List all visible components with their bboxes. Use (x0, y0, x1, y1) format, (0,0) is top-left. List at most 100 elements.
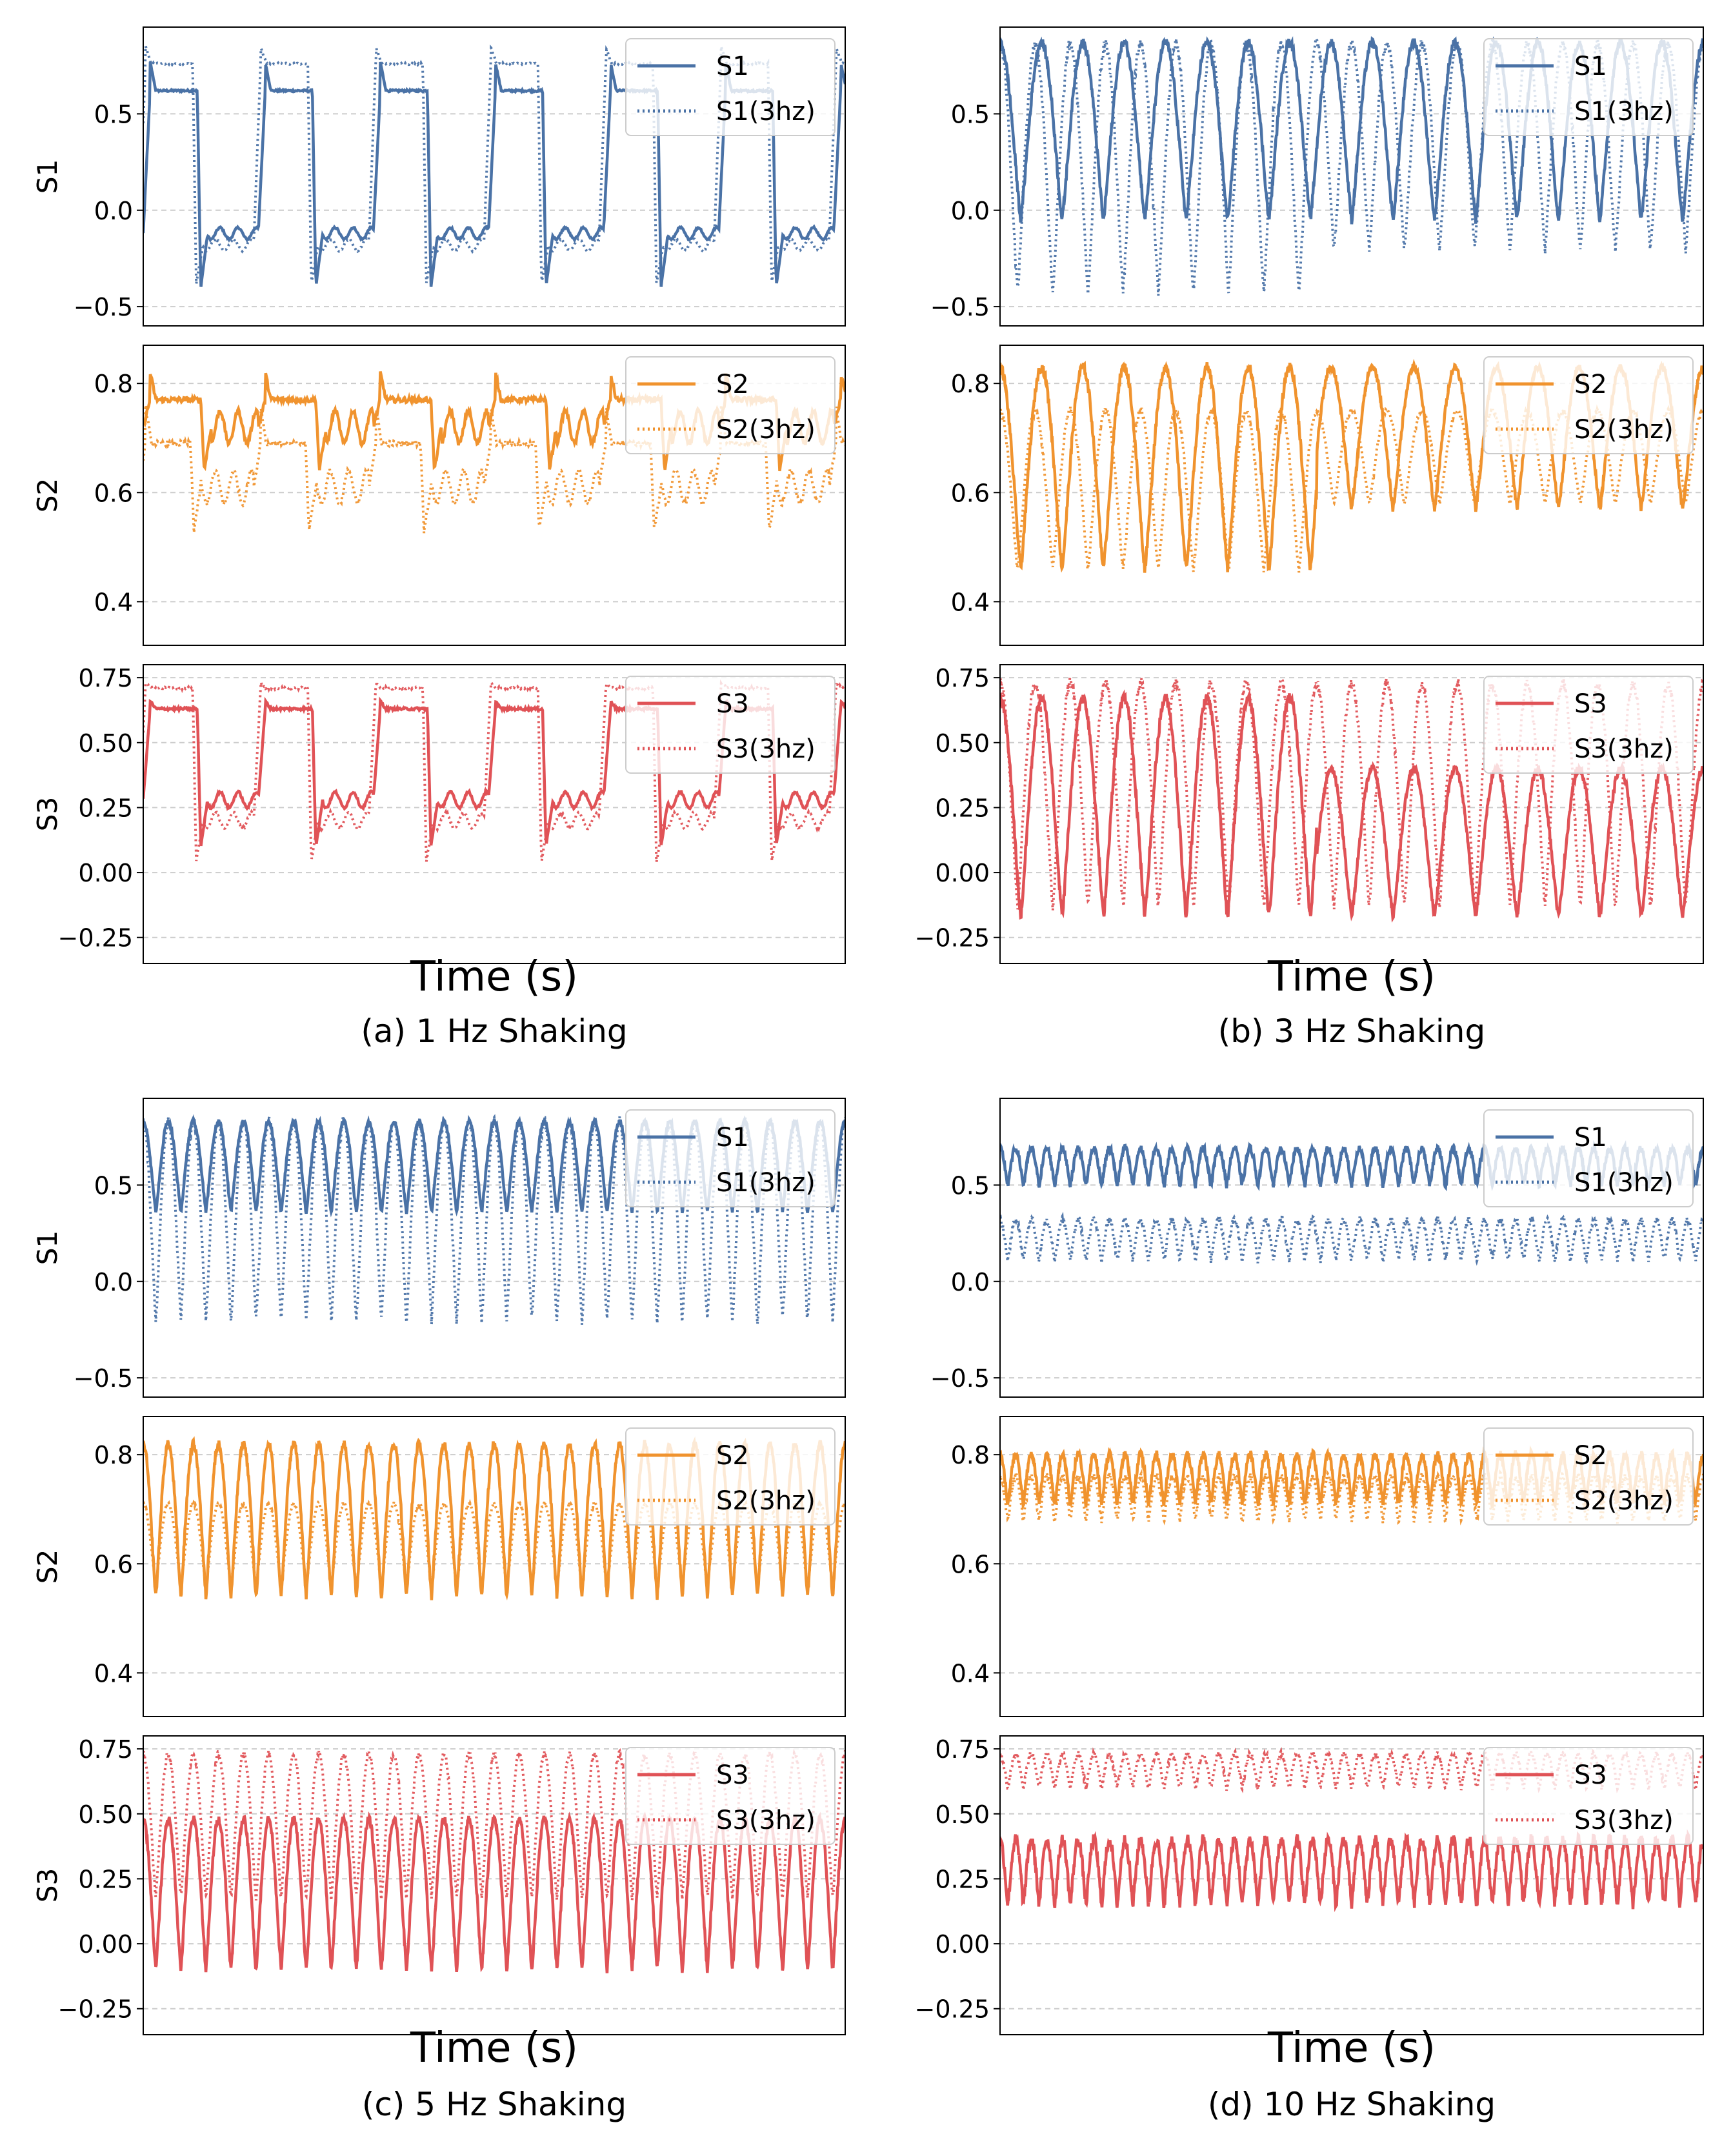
axes-frame (143, 1735, 846, 2035)
axes-frame (143, 345, 846, 646)
y-tick-label: 0.5 (94, 100, 133, 128)
legend-label: S2 (716, 370, 749, 399)
legend-label: S3 (1574, 689, 1607, 719)
y-tick-label: −0.5 (930, 1364, 990, 1393)
y-tick-label: −0.25 (58, 924, 133, 952)
legend: S1 S1(3hz) (1483, 1109, 1694, 1207)
legend-label: S1(3hz) (716, 1168, 816, 1198)
series-line-s3 (1000, 1829, 1703, 1912)
subplot-s1: −0.5 0.0 0.5 S1 S1 S1(3hz) (32, 26, 846, 327)
series-line-s23hz (143, 1498, 845, 1591)
subplot-s1: −0.5 0.0 0.5 S1 S1 S1(3hz) (32, 1098, 846, 1398)
legend: S3 S3(3hz) (1483, 676, 1694, 774)
y-tick-label: 0.0 (94, 197, 133, 225)
y-tick-label: 0.00 (935, 859, 990, 887)
y-axis-label: S1 (32, 1231, 63, 1265)
legend: S1 S1(3hz) (625, 38, 836, 136)
y-axis-label: S1 (32, 1231, 63, 1265)
subplot-s2: 0.4 0.6 0.8 S2 S2 S2(3hz) (32, 345, 846, 646)
series-line-s13hz (143, 1114, 845, 1325)
legend-box (625, 676, 836, 774)
series-line-s33hz (1000, 676, 1703, 911)
legend-label: S3(3hz) (716, 734, 816, 764)
legend-label: S2(3hz) (1574, 1486, 1674, 1516)
axes-frame (999, 345, 1704, 646)
y-tick-label: 0.4 (94, 588, 133, 616)
panel-2: −0.5 0.0 0.5 S1 S1 S1(3hz) 0.4 0.6 0.8 S2 S2 S2(3hz… (32, 26, 1704, 1050)
y-tick-label: 0.8 (94, 370, 133, 398)
subplot-s3: −0.25 0.00 0.25 0.50 0.75 S3 S3 S3(3hz) (32, 1735, 846, 2035)
axes-frame (143, 26, 846, 327)
y-tick-label: 0.4 (951, 1659, 990, 1688)
y-tick-label: 0.8 (951, 370, 990, 398)
legend-label: S1 (1574, 1123, 1607, 1153)
y-tick-label: 0.50 (78, 729, 133, 758)
y-tick-label: 0.25 (78, 1865, 133, 1893)
y-tick-label: 0.00 (935, 1930, 990, 1959)
legend-box (1483, 356, 1694, 454)
axes-frame (999, 1416, 1704, 1717)
y-tick-label: 0.4 (951, 588, 990, 616)
y-tick-label: −0.25 (915, 924, 990, 952)
panel-4: −0.5 0.0 0.5 S1 S1 S1(3hz) 0.4 0.6 0.8 S2 S2 S2(3hz… (32, 1098, 1704, 2123)
y-tick-label: 0.50 (935, 729, 990, 758)
legend-box (1483, 1747, 1694, 1845)
axes-frame (143, 1416, 846, 1717)
legend-label: S3(3hz) (1574, 1806, 1674, 1835)
series-line-s2 (143, 1436, 845, 1601)
subplot-s1: −0.5 0.0 0.5 S1 S1 S1(3hz) (32, 1098, 1704, 1398)
legend-box (1483, 676, 1694, 774)
legend-label: S3(3hz) (1574, 734, 1674, 764)
y-tick-label: 0.00 (78, 1930, 133, 1959)
legend-box (1483, 1427, 1694, 1526)
legend-label: S3 (716, 1760, 749, 1790)
legend: S2 S2(3hz) (1483, 356, 1694, 454)
legend: S3 S3(3hz) (625, 676, 836, 774)
y-tick-label: −0.5 (930, 293, 990, 321)
x-axis-label: Time (s) (1267, 2024, 1436, 2072)
y-tick-label: 0.4 (94, 1659, 133, 1688)
legend-label: S1 (1574, 52, 1607, 81)
y-tick-label: 0.50 (78, 1800, 133, 1829)
series-line-s3 (143, 1811, 845, 1973)
y-axis-label: S3 (32, 1868, 63, 1902)
legend-label: S2(3hz) (1574, 415, 1674, 445)
axes-frame (999, 1098, 1704, 1398)
y-tick-label: −0.5 (74, 1364, 133, 1393)
y-tick-label: 0.75 (78, 664, 133, 692)
panel-caption: (a) 1 Hz Shaking (361, 1013, 627, 1050)
panel-caption: (d) 10 Hz Shaking (1208, 2086, 1496, 2123)
legend: S3 S3(3hz) (625, 1747, 836, 1845)
y-axis-label: S1 (32, 159, 63, 194)
legend-label: S3 (716, 689, 749, 719)
x-axis-label: Time (s) (1267, 953, 1436, 1001)
subplot-s3: −0.25 0.00 0.25 0.50 0.75 S3 S3 S3(3hz) (32, 664, 846, 964)
y-tick-label: 0.8 (951, 1441, 990, 1469)
legend-label: S2 (1574, 370, 1607, 399)
legend: S1 S1(3hz) (1483, 38, 1694, 136)
legend-label: S2 (716, 1441, 749, 1471)
legend-label: S2(3hz) (716, 415, 816, 445)
panel-1: −0.5 0.0 0.5 S1 S1 S1(3hz) 0.4 0.6 0.8 S2 S2 S2(3hz… (32, 26, 846, 1050)
series-line-s33hz (1000, 1746, 1703, 1794)
y-axis-label: S2 (32, 478, 63, 512)
axes-frame (143, 664, 846, 964)
y-tick-label: 0.75 (78, 1735, 133, 1764)
y-tick-label: 0.0 (951, 197, 990, 225)
y-axis-label: S3 (32, 797, 63, 831)
y-tick-label: 0.6 (951, 479, 990, 507)
y-tick-label: 0.75 (935, 664, 990, 692)
axes-frame (143, 1098, 846, 1398)
series-line-s13hz (1000, 35, 1703, 296)
legend: S2 S2(3hz) (625, 356, 836, 454)
y-tick-label: −0.25 (58, 1995, 133, 2024)
legend-box (625, 1427, 836, 1526)
axes-frame (999, 1735, 1704, 2035)
x-axis-label: Time (s) (410, 953, 578, 1001)
y-tick-label: 0.5 (94, 1171, 133, 1200)
y-tick-label: 0.0 (951, 1268, 990, 1296)
legend-label: S1 (716, 1123, 749, 1153)
x-axis-label: Time (s) (410, 2024, 578, 2072)
legend: S2 S2(3hz) (1483, 1427, 1694, 1526)
legend-label: S2 (1574, 1441, 1607, 1471)
